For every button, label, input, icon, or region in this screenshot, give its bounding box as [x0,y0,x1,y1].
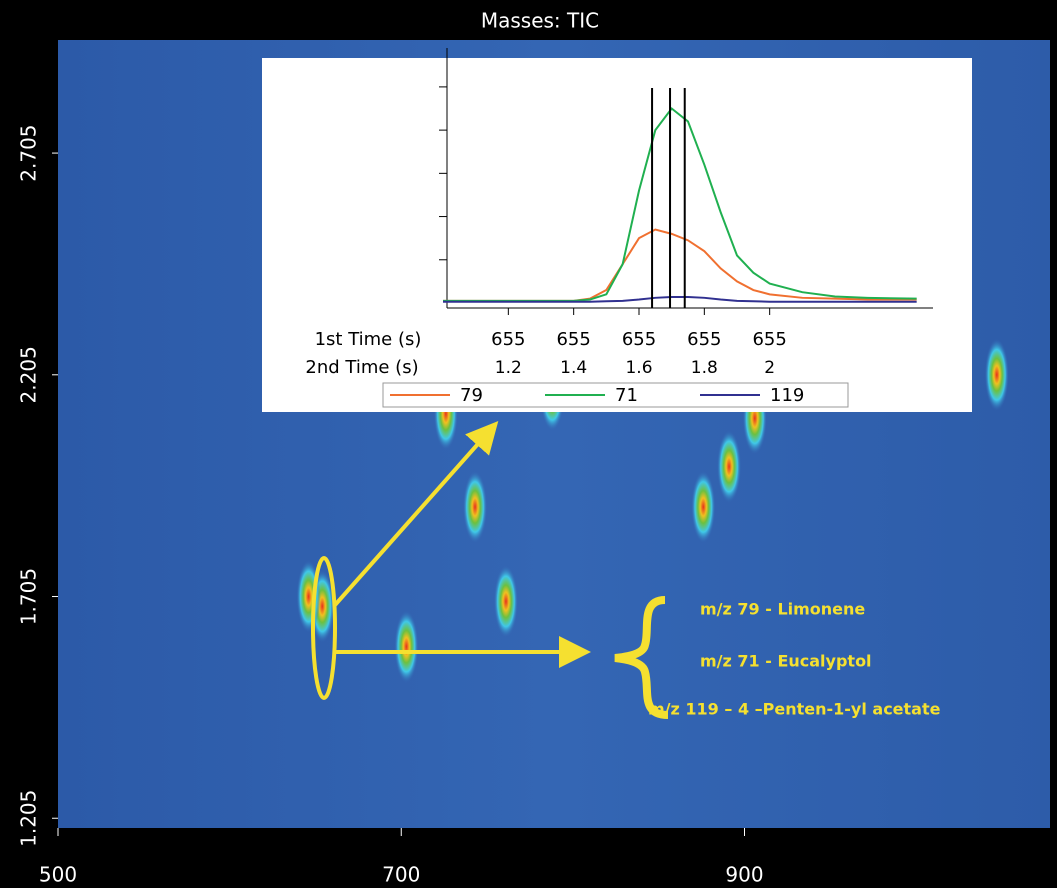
x-tick-label: 1.2 [495,358,522,378]
line-series [443,295,917,303]
annotation: m/z 71 - Eucalyptol [700,652,872,671]
peak [463,470,488,543]
peak [394,610,419,683]
y-tick-label: 2.205 [17,346,41,403]
y-tick-label: 1.205 [17,790,41,847]
x-tick-label: 2 [764,358,775,378]
x-tick-label: 900 [725,863,763,887]
annotation: m/z 79 - Limonene [700,600,865,619]
x-tick-label: 655 [622,329,656,350]
peak [984,338,1009,411]
legend-label: 71 [615,385,638,406]
peak [691,470,716,543]
x-tick-label: 500 [39,863,77,887]
x-tick-label: 655 [687,329,721,350]
chart-title: Masses: TIC [481,9,599,33]
axis-label: 1st Time (s) [315,329,422,350]
legend-label: 119 [770,385,804,406]
x-tick-label: 655 [556,329,590,350]
axis-label: 2nd Time (s) [305,357,418,378]
brace [614,596,669,719]
arrow [333,421,499,607]
annotation: m/z 119 – 4 –Penten-1-yl acetate [648,700,941,719]
legend-label: 79 [460,385,483,406]
x-tick-label: 1.8 [691,358,718,378]
inset-chart [262,58,972,412]
x-tick-label: 655 [752,329,786,350]
x-tick-label: 700 [382,863,420,887]
x-tick-label: 655 [491,329,525,350]
x-tick-label: 1.4 [560,358,587,378]
x-tick-label: 1.6 [625,358,652,378]
peak [493,565,518,638]
y-tick-label: 2.705 [17,124,41,181]
highlight-ellipse [311,556,337,700]
legend [382,382,849,408]
peak [717,430,742,503]
y-tick-label: 1.705 [17,568,41,625]
